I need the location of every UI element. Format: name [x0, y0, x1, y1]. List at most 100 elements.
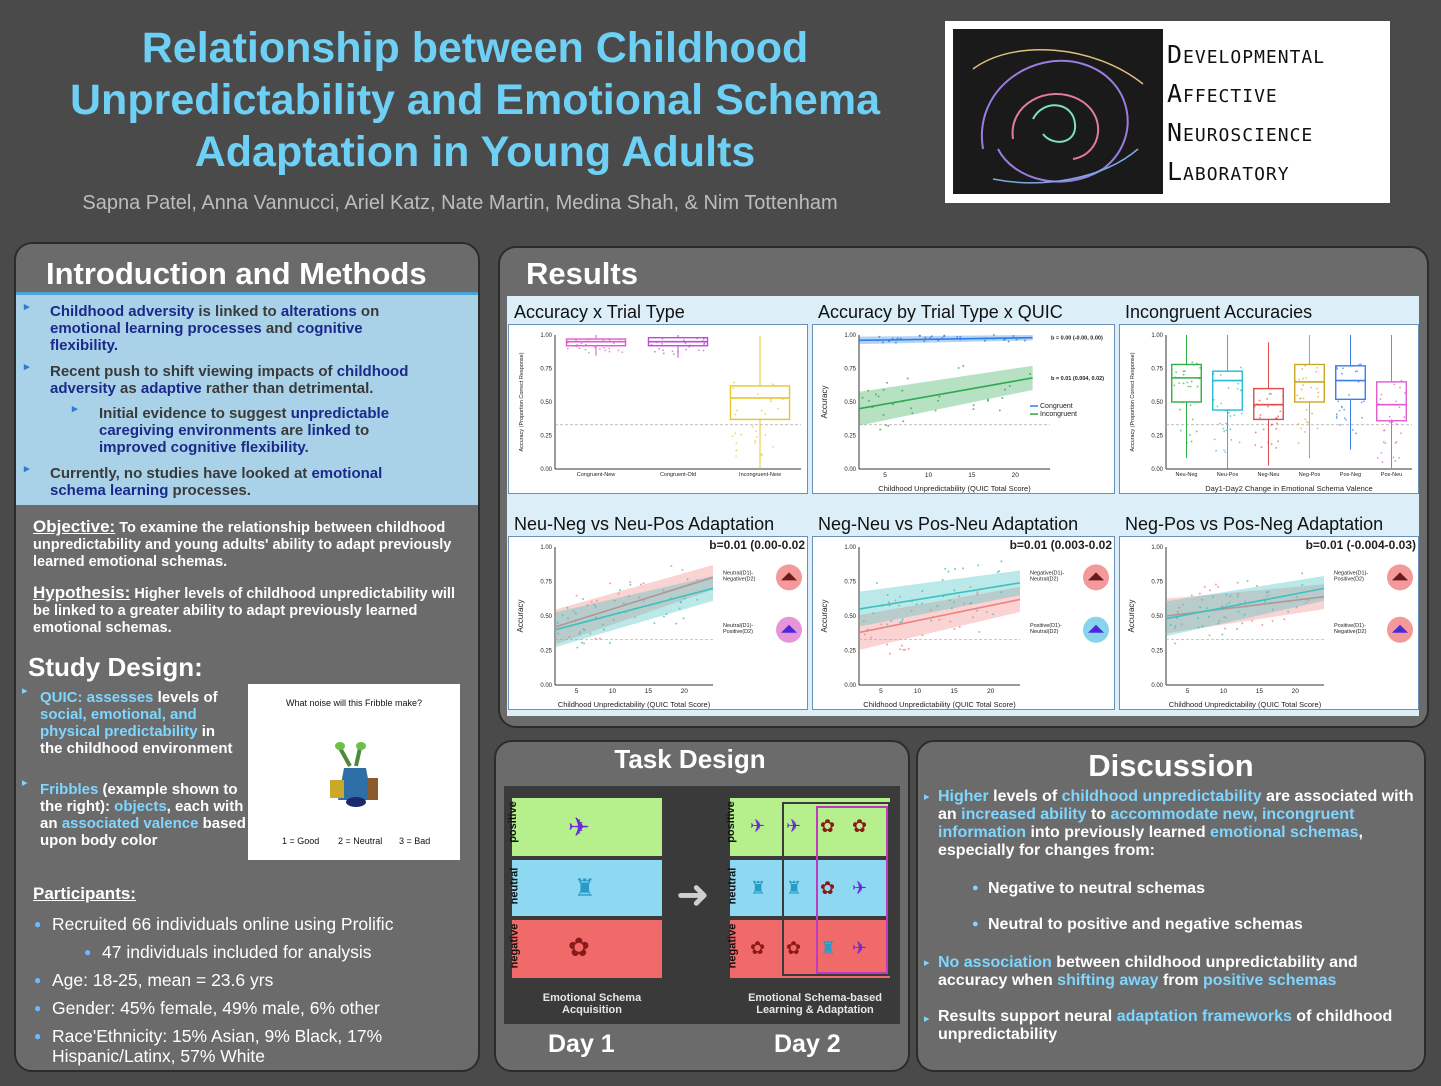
data-point: [992, 334, 995, 336]
fribble-icon: ✈: [852, 938, 868, 958]
data-point: [1239, 366, 1242, 369]
x-tick-label: 10: [925, 472, 933, 479]
data-point: [1298, 378, 1301, 381]
bullet-icon: ▸: [72, 403, 78, 415]
lab-logo-art-icon: [953, 29, 1163, 194]
box-4: [1335, 365, 1366, 401]
data-point: [962, 567, 965, 570]
discussion-point-1: Higher levels of childhood unpredictabil…: [938, 788, 1414, 859]
x-tick-label: 15: [645, 688, 653, 695]
data-point: [1218, 620, 1221, 623]
data-point: [1336, 367, 1338, 370]
y-tick-label: 0.25: [540, 649, 552, 655]
legend-label: Positive(D2): [723, 629, 753, 635]
data-point: [953, 589, 956, 592]
data-point: [959, 335, 962, 338]
data-point: [769, 398, 772, 401]
legend-label: Negative(D2): [1334, 629, 1367, 635]
data-point: [1343, 408, 1346, 411]
data-point: [1217, 622, 1220, 625]
y-axis-label: Accuracy (Proportion Correct Response): [1130, 352, 1136, 451]
chart-1: Accuracy x Trial Type 0.00 0.25 0.50 0.75 1.0…: [508, 298, 808, 494]
data-point: [1338, 409, 1341, 412]
data-point: [629, 581, 632, 584]
data-point: [1175, 371, 1178, 374]
data-point: [1229, 595, 1232, 598]
day2-label: Day 2: [774, 1030, 841, 1058]
data-point: [1000, 560, 1003, 563]
data-point: [675, 622, 678, 625]
data-point: [1239, 389, 1242, 392]
data-point: [1388, 415, 1391, 418]
data-point: [1225, 593, 1228, 596]
data-point: [764, 413, 767, 416]
fribble-icon: [1088, 624, 1104, 633]
x-axis-label: Childhood Unpredictability (QUIC Total S…: [863, 700, 1016, 709]
data-point: [941, 578, 944, 581]
row-label-negative: negative: [726, 923, 739, 969]
fribble-icon: ✈: [786, 816, 802, 836]
row-label-negative: negative: [508, 923, 521, 969]
data-point: [1305, 601, 1308, 604]
data-point: [1384, 442, 1387, 445]
data-point: [1236, 595, 1239, 598]
fribble-icon: ♜: [820, 938, 837, 958]
bullet-icon: ▸: [924, 957, 930, 969]
data-point: [1182, 382, 1185, 385]
data-point: [734, 432, 737, 435]
data-point: [696, 579, 699, 582]
bullet-icon: ▸: [24, 301, 30, 313]
day2-adapt-box: [816, 806, 888, 974]
fribble-option-good: 1 = Good: [282, 836, 320, 846]
data-point: [671, 350, 674, 353]
data-point: [665, 613, 668, 616]
data-point: [1301, 368, 1304, 370]
data-point: [962, 364, 965, 367]
participant-item: ● 47 individuals included for analysis: [84, 942, 372, 962]
bullet-icon: ●: [972, 918, 979, 930]
data-point: [1179, 429, 1182, 432]
data-point: [924, 336, 927, 339]
objective-label: Objective:: [33, 517, 116, 536]
legend-label: Negative(D1)-: [1030, 571, 1064, 577]
discussion-panel: Discussion ▸ Higher levels of childhood …: [916, 740, 1426, 1072]
confidence-band: [1166, 575, 1324, 637]
data-point: [992, 613, 995, 616]
data-point: [1391, 421, 1394, 423]
data-point: [1199, 606, 1202, 609]
data-point: [1266, 595, 1269, 598]
data-point: [972, 408, 975, 411]
data-point: [1259, 414, 1262, 416]
data-point: [1259, 416, 1262, 419]
data-point: [862, 620, 865, 623]
data-point: [1310, 386, 1313, 389]
data-point: [662, 352, 665, 355]
data-point: [936, 605, 939, 608]
logo-line-1: Developmental: [1167, 40, 1326, 69]
fribble-icon: ✿: [820, 878, 836, 898]
y-tick-label: 0.25: [1151, 434, 1163, 440]
data-point: [937, 399, 940, 402]
box-1: [647, 336, 709, 347]
data-point: [1002, 339, 1005, 342]
data-point: [1341, 372, 1343, 375]
x-tick-label: 20: [681, 688, 689, 695]
data-point: [1244, 600, 1247, 603]
data-point: [703, 342, 706, 345]
data-point: [686, 578, 689, 581]
data-point: [1266, 398, 1269, 400]
data-point: [983, 339, 986, 342]
data-point: [998, 570, 1001, 573]
data-point: [882, 388, 885, 391]
data-point: [1271, 608, 1274, 611]
fribble-icon: ♜: [786, 878, 803, 898]
data-point: [1380, 452, 1383, 454]
data-point: [1004, 388, 1007, 391]
data-point: [899, 648, 902, 651]
data-point: [937, 339, 940, 342]
data-point: [863, 633, 866, 636]
data-point: [1399, 386, 1401, 389]
data-point: [1197, 616, 1200, 619]
data-point: [683, 597, 686, 600]
data-point: [910, 610, 913, 613]
